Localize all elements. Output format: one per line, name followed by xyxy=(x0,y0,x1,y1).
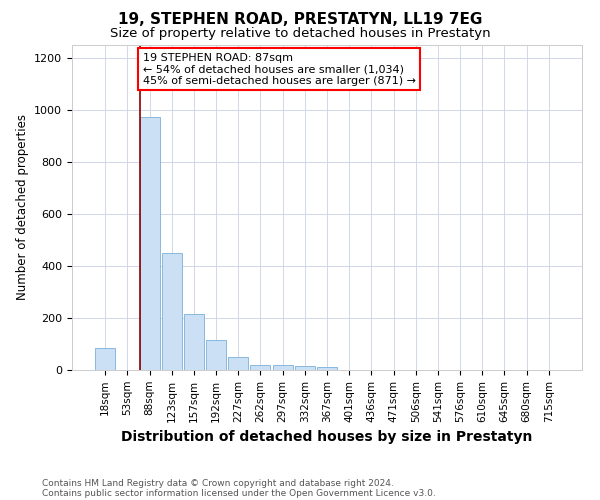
Bar xyxy=(228,357,248,370)
Bar xyxy=(317,368,337,370)
Bar xyxy=(272,365,293,370)
Text: 19, STEPHEN ROAD, PRESTATYN, LL19 7EG: 19, STEPHEN ROAD, PRESTATYN, LL19 7EG xyxy=(118,12,482,28)
Bar xyxy=(140,116,160,370)
Text: Contains public sector information licensed under the Open Government Licence v3: Contains public sector information licen… xyxy=(42,488,436,498)
Bar xyxy=(95,348,115,370)
Text: Size of property relative to detached houses in Prestatyn: Size of property relative to detached ho… xyxy=(110,28,490,40)
Y-axis label: Number of detached properties: Number of detached properties xyxy=(16,114,29,300)
Bar xyxy=(250,365,271,370)
X-axis label: Distribution of detached houses by size in Prestatyn: Distribution of detached houses by size … xyxy=(121,430,533,444)
Text: Contains HM Land Registry data © Crown copyright and database right 2024.: Contains HM Land Registry data © Crown c… xyxy=(42,478,394,488)
Bar xyxy=(295,366,315,370)
Bar xyxy=(184,314,204,370)
Text: 19 STEPHEN ROAD: 87sqm
← 54% of detached houses are smaller (1,034)
45% of semi-: 19 STEPHEN ROAD: 87sqm ← 54% of detached… xyxy=(143,53,416,86)
Bar xyxy=(162,253,182,370)
Bar xyxy=(206,340,226,370)
